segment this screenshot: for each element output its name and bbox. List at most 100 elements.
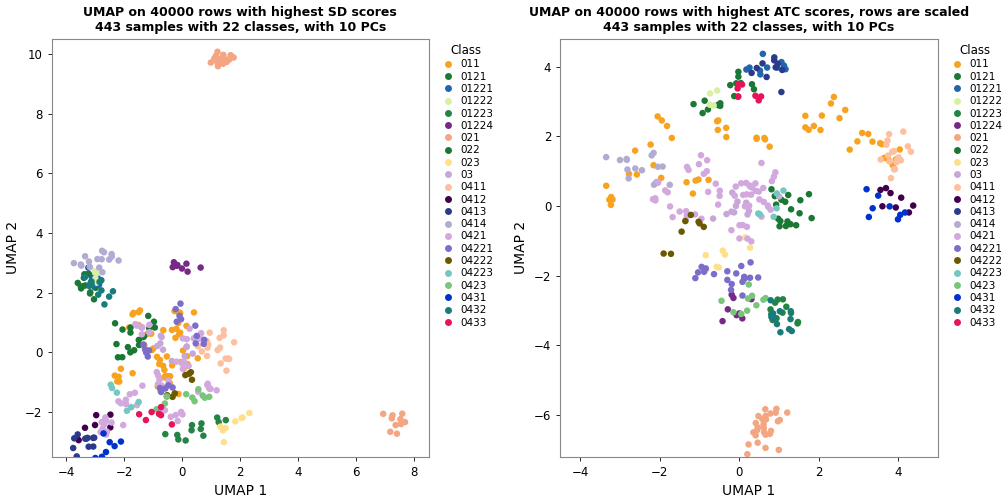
Point (86, 443, 102, 451)
Point (94, 247, 110, 255)
Point (194, 329, 210, 337)
Point (744, 69, 760, 77)
Point (88, 284, 104, 292)
Point (777, 198, 793, 206)
Point (880, 152, 896, 160)
Point (131, 341, 147, 349)
Point (763, 427, 779, 435)
Point (702, 89, 718, 97)
Point (157, 430, 173, 438)
Point (766, 461, 782, 469)
Point (770, 215, 786, 223)
Point (172, 309, 188, 317)
Point (659, 122, 675, 130)
X-axis label: UMAP 1: UMAP 1 (723, 484, 776, 498)
Point (178, 352, 195, 360)
Point (739, 223, 755, 231)
Point (135, 333, 151, 341)
Point (762, 409, 778, 417)
Point (192, 335, 208, 343)
Point (731, 68, 747, 76)
Point (201, 384, 217, 392)
Point (774, 308, 790, 317)
Point (762, 430, 778, 438)
Point (826, 93, 842, 101)
Point (742, 274, 758, 282)
Point (738, 179, 754, 187)
Point (773, 58, 789, 66)
Point (730, 93, 746, 101)
Point (226, 53, 242, 61)
Point (216, 438, 232, 446)
Point (66, 444, 82, 452)
Point (111, 257, 127, 265)
Point (697, 97, 713, 105)
Point (216, 51, 232, 59)
Point (713, 99, 729, 107)
Point (194, 419, 210, 427)
Point (129, 401, 145, 409)
Point (159, 352, 175, 360)
Point (184, 394, 201, 402)
Point (696, 170, 712, 178)
Point (157, 385, 173, 393)
Point (84, 274, 100, 282)
Point (167, 305, 183, 313)
Point (654, 162, 670, 170)
Point (744, 292, 760, 300)
Point (185, 308, 202, 317)
Point (192, 333, 208, 341)
Point (174, 410, 191, 418)
Point (627, 147, 643, 155)
Point (682, 211, 699, 219)
Point (722, 81, 738, 89)
Point (153, 382, 169, 390)
Point (109, 389, 125, 397)
Point (393, 420, 409, 428)
Point (783, 309, 799, 317)
Point (187, 339, 204, 347)
Point (178, 342, 195, 350)
Point (384, 411, 400, 419)
Point (210, 48, 226, 56)
Point (842, 146, 858, 154)
Point (762, 305, 778, 313)
Point (690, 175, 707, 183)
Point (131, 321, 147, 329)
Point (728, 182, 744, 191)
Point (743, 295, 759, 303)
Point (167, 411, 183, 419)
Point (732, 234, 748, 242)
Point (715, 317, 731, 325)
Point (80, 434, 96, 442)
Point (750, 210, 766, 218)
Point (709, 87, 725, 95)
Point (169, 261, 185, 269)
Point (174, 334, 191, 342)
Point (134, 330, 150, 338)
Point (132, 306, 148, 314)
Point (156, 366, 172, 374)
Point (143, 330, 159, 338)
Point (181, 325, 198, 333)
Point (766, 53, 782, 61)
Point (740, 211, 756, 219)
Point (178, 260, 195, 268)
Point (172, 329, 188, 337)
Point (772, 307, 788, 316)
Point (153, 388, 169, 396)
Point (769, 320, 785, 328)
Point (696, 223, 712, 231)
Point (698, 251, 714, 259)
Point (172, 299, 188, 307)
Point (699, 266, 715, 274)
Point (186, 397, 203, 405)
Point (173, 358, 190, 366)
Point (107, 442, 123, 450)
Point (171, 312, 187, 320)
Point (94, 418, 110, 426)
Point (99, 427, 115, 435)
Point (73, 283, 89, 291)
Point (605, 196, 621, 204)
Point (125, 369, 141, 377)
